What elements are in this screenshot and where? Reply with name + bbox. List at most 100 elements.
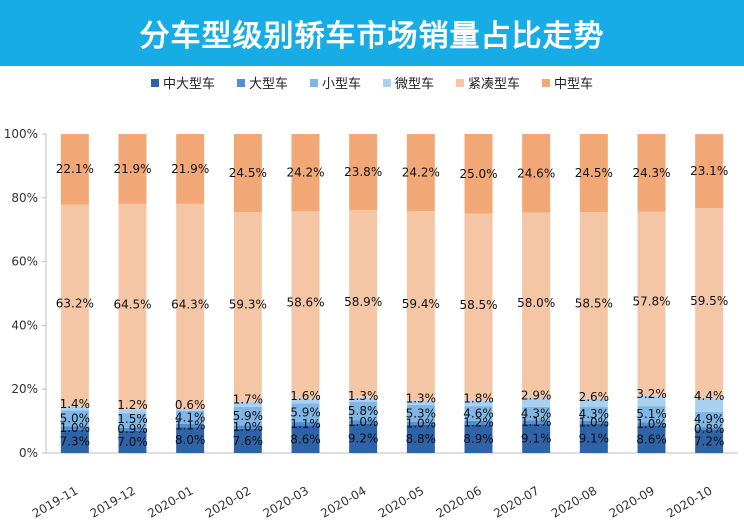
bar-segment: [406, 211, 435, 401]
data-label: 5.8%: [348, 404, 379, 418]
bar-segment: [291, 403, 320, 423]
data-label: 5.3%: [406, 406, 437, 420]
legend: 中大型车 大型车 小型车 微型车 紧凑型车 中型车: [0, 73, 744, 92]
data-label: 1.6%: [290, 389, 321, 403]
data-label: 63.2%: [56, 296, 94, 310]
data-label: 7.3%: [60, 434, 91, 448]
bar-segment: [176, 427, 205, 453]
legend-label: 微型车: [395, 77, 435, 92]
legend-item: 紧凑型车: [456, 73, 520, 92]
data-label: 24.6%: [517, 166, 555, 180]
bar-segment: [176, 423, 205, 428]
data-label: 64.3%: [171, 297, 209, 311]
data-label: 1.0%: [636, 417, 667, 431]
y-tick-label: 60%: [11, 255, 38, 269]
bar-segment: [349, 401, 378, 421]
data-label: 1.0%: [579, 415, 610, 429]
bar-segment: [406, 134, 435, 212]
bar-segment: [637, 406, 666, 423]
bar-segment: [695, 430, 724, 453]
x-tick-label: 2020-07: [491, 483, 541, 520]
bar-segment: [118, 427, 147, 431]
bar-segment: [291, 425, 320, 453]
bar-segment: [637, 211, 666, 396]
data-label: 57.8%: [632, 295, 670, 309]
data-label: 2.6%: [579, 390, 610, 404]
data-label: 21.9%: [171, 162, 209, 176]
legend-swatch: [456, 78, 465, 87]
data-label: 0.9%: [117, 422, 148, 436]
data-label: 59.3%: [229, 298, 267, 312]
x-tick-label: 2020-09: [607, 483, 657, 520]
data-label: 58.5%: [575, 296, 613, 310]
bar-segment: [291, 398, 320, 404]
data-label: 9.1%: [521, 431, 552, 445]
bar-segment: [695, 208, 724, 398]
bar-segment: [233, 401, 262, 407]
bar-segment: [464, 400, 493, 407]
data-label: 64.5%: [113, 298, 151, 312]
data-label: 7.0%: [117, 435, 148, 449]
data-label: 1.7%: [233, 392, 264, 406]
data-label: 1.0%: [348, 415, 379, 429]
bar-segment: [695, 411, 724, 428]
x-tick-label: 2020-06: [434, 483, 484, 520]
bar-segment: [233, 425, 262, 429]
data-label: 59.4%: [402, 297, 440, 311]
data-label: 59.5%: [690, 294, 728, 308]
legend-item: 小型车: [309, 73, 361, 92]
data-label: 1.1%: [521, 415, 552, 429]
data-label: 8.0%: [175, 433, 206, 447]
legend-item: 中大型车: [150, 73, 215, 92]
data-label: 23.8%: [344, 165, 382, 179]
data-label: 1.0%: [406, 416, 437, 430]
bar-segment: [579, 407, 608, 421]
data-label: 21.9%: [113, 162, 151, 176]
bar-segment: [522, 406, 551, 421]
y-tick-label: 40%: [11, 318, 38, 332]
data-label: 5.9%: [233, 409, 264, 423]
legend-swatch: [542, 78, 551, 87]
data-label: 1.3%: [348, 389, 379, 403]
data-label: 4.1%: [175, 410, 206, 424]
data-label: 1.4%: [60, 397, 91, 411]
data-label: 1.3%: [406, 392, 437, 406]
data-label: 4.4%: [694, 389, 725, 403]
data-label: 25.0%: [459, 167, 497, 181]
bar-segment: [60, 134, 89, 205]
bar-segment: [579, 398, 608, 408]
data-label: 2.9%: [521, 388, 552, 402]
bar-segment: [464, 213, 493, 401]
bar-segment: [349, 420, 378, 424]
bar-segment: [60, 410, 89, 427]
chart-title: 分车型级别轿车市场销量占比走势: [139, 19, 605, 54]
x-tick-label: 2019-12: [88, 483, 138, 520]
bar-segment: [406, 421, 435, 425]
bar-segment: [118, 413, 147, 428]
bar-segment: [579, 423, 608, 453]
bar-segment: [176, 408, 205, 411]
data-label: 4.3%: [521, 407, 552, 421]
data-label: 5.0%: [60, 412, 91, 426]
legend-swatch: [236, 78, 245, 87]
data-label: 1.1%: [175, 419, 206, 433]
bar-segment: [464, 420, 493, 425]
data-label: 24.2%: [286, 166, 324, 180]
bar-segment: [60, 204, 89, 407]
bar-segment: [522, 420, 551, 424]
data-label: 58.0%: [517, 296, 555, 310]
bar-segment: [176, 203, 205, 409]
bar-segment: [522, 212, 551, 398]
y-tick-label: 0%: [19, 446, 38, 460]
x-tick-label: 2020-08: [549, 483, 599, 520]
bar-segment: [233, 406, 262, 426]
bar-segment: [118, 134, 147, 204]
data-label: 8.6%: [290, 432, 321, 446]
bar-segment: [349, 209, 378, 398]
data-label: 0.8%: [694, 422, 725, 436]
bar-segment: [522, 423, 551, 453]
bar-segment: [233, 134, 262, 213]
title-banner: 分车型级别轿车市场销量占比走势: [0, 0, 744, 66]
bar-segment: [291, 211, 320, 399]
